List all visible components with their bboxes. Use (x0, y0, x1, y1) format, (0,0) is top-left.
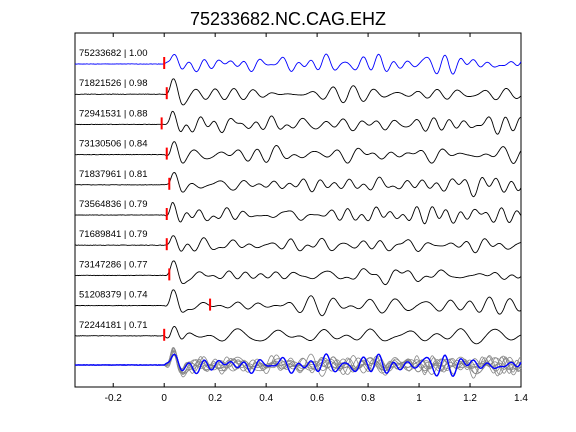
trace-waveform (74, 110, 522, 135)
trace-label: 73564836 | 0.79 (79, 199, 148, 210)
trace-waveform (74, 172, 522, 198)
stack-trace (74, 347, 522, 377)
x-tick-label: 1.2 (463, 393, 477, 404)
x-tick-label: -0.2 (105, 393, 123, 404)
stack-reference-trace (74, 353, 522, 377)
trace-label: 72941531 | 0.88 (79, 108, 148, 119)
x-tick-label: 0.4 (259, 393, 273, 404)
trace-waveform (75, 260, 522, 286)
trace-label: 71689841 | 0.79 (79, 229, 148, 240)
trace-label: 72244181 | 0.71 (79, 320, 148, 331)
trace-label: 73147286 | 0.77 (79, 259, 148, 270)
x-tick-label: 1 (416, 393, 422, 404)
trace-waveform (75, 235, 522, 254)
trace-label-group: 75233682 | 1.00 71821526 | 0.98 72941531 |… (79, 48, 148, 331)
trace-waveform (74, 78, 522, 106)
trace-label: 75233682 | 1.00 (79, 48, 148, 59)
stack-overlay (74, 347, 522, 379)
x-tick-label: 0.2 (208, 393, 222, 404)
x-tick-label: 0 (161, 393, 167, 404)
x-tick-label: 1.4 (514, 393, 528, 404)
trace-label: 71837961 | 0.81 (79, 169, 148, 180)
plot-area: 75233682 | 1.00 71821526 | 0.98 72941531 |… (74, 32, 522, 388)
x-tick-label: 0.6 (310, 393, 324, 404)
trace-label: 71821526 | 0.98 (79, 78, 148, 89)
trace-label: 73130506 | 0.84 (79, 139, 148, 150)
x-axis: -0.2 0 0.2 0.4 0.6 0.8 1 1.2 1.4 (105, 33, 528, 404)
trace-waveform (74, 53, 522, 75)
trace-group (74, 53, 522, 345)
pick-marker-group (160, 57, 212, 341)
trace-waveform (75, 141, 522, 164)
axes-frame (74, 32, 522, 388)
trace-waveform (74, 202, 522, 225)
trace-label: 51208379 | 0.74 (79, 290, 148, 301)
chart-title: 75233682.NC.CAG.EHZ (190, 9, 386, 29)
x-tick-label: 0.8 (361, 393, 375, 404)
trace-waveform (74, 289, 522, 317)
trace-waveform (74, 326, 522, 345)
